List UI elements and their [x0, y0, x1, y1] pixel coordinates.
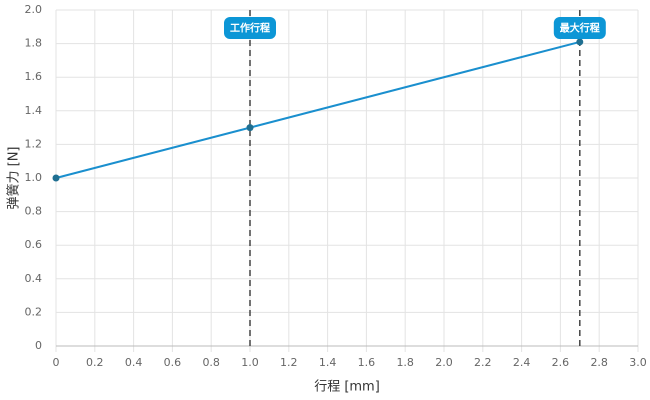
annotation-box	[553, 17, 606, 39]
x-tick-label: 2.4	[513, 356, 531, 369]
x-tick-label: 1.8	[396, 356, 414, 369]
y-tick-label: 1.8	[25, 37, 43, 50]
x-tick-label: 2.2	[474, 356, 492, 369]
annotation-label: 最大行程	[560, 22, 600, 35]
x-tick-label: 0.2	[86, 356, 104, 369]
x-tick-label: 0	[53, 356, 60, 369]
point	[246, 124, 254, 132]
y-tick-label: 1.4	[25, 104, 43, 117]
x-tick-label: 2.6	[552, 356, 570, 369]
x-tick-label: 0.6	[164, 356, 182, 369]
point	[52, 174, 60, 182]
x-tick-label: 1.6	[358, 356, 376, 369]
x-axis-title: 行程 [mm]	[314, 380, 380, 395]
y-tick-label: 1.6	[25, 70, 43, 83]
y-axis-title: 弹簧力 [N]	[6, 146, 22, 209]
y-tick-label: 0.2	[25, 305, 43, 318]
y-tick-label: 1.0	[25, 171, 43, 184]
series-line	[55, 40, 581, 179]
x-tick-label: 0.4	[125, 356, 143, 369]
point	[576, 38, 584, 46]
x-tick-label: 1.0	[241, 356, 259, 369]
y-tick-label: 0.8	[25, 205, 43, 218]
x-tick-label: 2.8	[590, 356, 608, 369]
y-tick-label: 0	[35, 339, 42, 352]
y-tick-label: 2.0	[25, 3, 43, 16]
annotation-box	[224, 17, 276, 39]
y-tick-label: 0.4	[25, 272, 43, 285]
x-tick-label: 1.4	[319, 356, 337, 369]
y-tick-label: 0.6	[25, 238, 43, 251]
x-tick-label: 2.0	[435, 356, 453, 369]
x-tick-label: 3.0	[629, 356, 647, 369]
x-tick-label: 0.8	[202, 356, 220, 369]
annotation-label: 工作行程	[230, 22, 270, 35]
y-tick-label: 1.2	[25, 137, 43, 150]
x-tick-label: 1.2	[280, 356, 298, 369]
